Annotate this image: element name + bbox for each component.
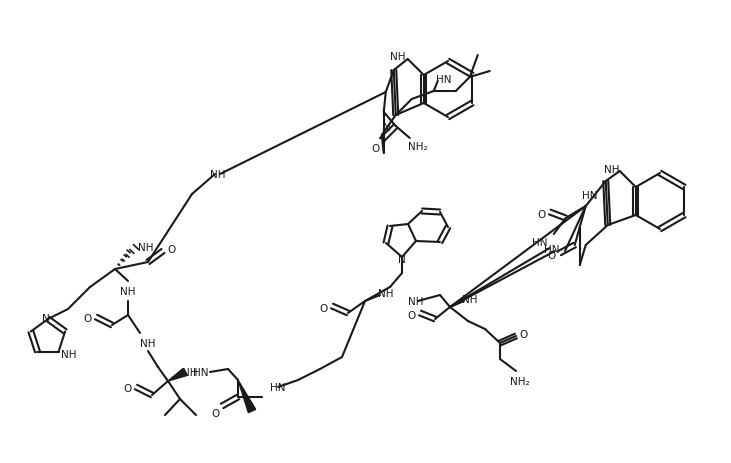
Polygon shape [238, 380, 256, 413]
Text: NH: NH [462, 294, 477, 304]
Text: NH: NH [408, 296, 423, 307]
Text: O: O [548, 250, 556, 260]
Text: NH₂: NH₂ [408, 142, 428, 152]
Text: O: O [537, 210, 546, 219]
Text: O: O [123, 383, 131, 393]
Text: N: N [42, 313, 50, 323]
Text: NH: NH [378, 288, 393, 298]
Text: O: O [371, 144, 380, 154]
Text: O: O [212, 408, 220, 418]
Text: HN: HN [192, 367, 208, 377]
Text: HN: HN [436, 75, 451, 85]
Text: NH: NH [140, 338, 156, 348]
Text: NH: NH [390, 52, 406, 62]
Text: HN: HN [270, 382, 286, 392]
Polygon shape [168, 369, 187, 381]
Text: NH: NH [138, 243, 154, 252]
Text: NH₂: NH₂ [510, 376, 530, 386]
Text: NH: NH [182, 367, 197, 377]
Text: N: N [383, 123, 391, 133]
Text: HN: HN [583, 191, 598, 200]
Text: HN: HN [532, 238, 548, 247]
Text: O: O [520, 329, 528, 339]
Text: NH: NH [605, 165, 620, 175]
Text: O: O [408, 310, 416, 320]
Text: NH: NH [210, 169, 225, 180]
Text: O: O [167, 244, 175, 255]
Text: HN: HN [545, 244, 560, 255]
Text: O: O [320, 303, 328, 313]
Text: NH: NH [121, 287, 136, 296]
Text: O: O [83, 313, 91, 323]
Text: N: N [398, 255, 406, 264]
Text: NH: NH [61, 349, 76, 359]
